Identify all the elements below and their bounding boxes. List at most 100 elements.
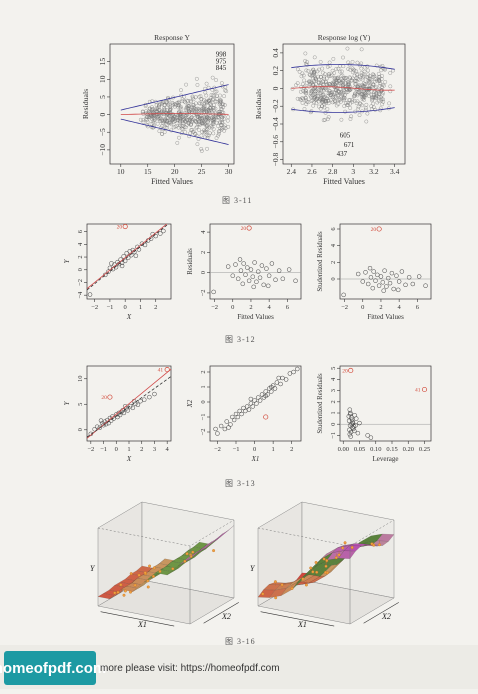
data-point <box>347 407 352 412</box>
data-point <box>326 91 331 96</box>
data-point <box>133 401 138 407</box>
data-point <box>162 103 167 107</box>
data-point <box>304 102 309 106</box>
data-point <box>352 85 357 90</box>
data-point <box>358 102 363 106</box>
data-point <box>163 122 168 126</box>
data-point <box>312 69 317 74</box>
y-tick-label: 0 <box>77 268 84 271</box>
data-point <box>178 119 183 124</box>
data-point <box>321 118 326 123</box>
x-tick-label: 0 <box>253 446 256 453</box>
data-point <box>178 117 183 121</box>
data-point <box>362 95 367 100</box>
data-point <box>133 253 139 259</box>
x-tick-label: 30 <box>225 167 233 176</box>
data-point <box>332 90 337 95</box>
data-point <box>176 117 180 122</box>
x-tick-label: −1 <box>100 446 107 453</box>
y-tick-label: −0.4 <box>271 117 280 131</box>
surface-point <box>158 569 162 573</box>
data-point <box>248 401 254 406</box>
data-point <box>162 106 167 111</box>
y-tick-label: −0.6 <box>271 135 280 149</box>
point-annotation: 437 <box>337 150 348 158</box>
chart-fig312c: −2 0 2 4 6 0 2 4 6 Fitted Values Studentized Resid… <box>317 223 432 321</box>
data-point <box>377 83 382 88</box>
data-point <box>314 101 319 106</box>
data-point <box>341 64 346 69</box>
data-point <box>153 233 158 239</box>
data-point <box>224 419 229 424</box>
data-point <box>184 105 189 110</box>
data-point <box>162 119 167 124</box>
surface-point <box>123 589 127 593</box>
data-point <box>330 90 335 95</box>
y-axis-label: Studentized Residuals <box>317 231 324 292</box>
data-point <box>177 121 182 126</box>
data-point <box>361 72 366 76</box>
data-point <box>190 108 195 113</box>
data-point <box>359 66 364 71</box>
footer-link[interactable]: more please visit: https://homeofpdf.com <box>100 663 280 674</box>
y-tick-label: 3 <box>330 389 337 392</box>
data-point <box>321 88 326 93</box>
data-point <box>307 82 312 86</box>
data-point <box>311 103 316 108</box>
data-point <box>221 102 226 107</box>
envelope-line <box>291 64 395 70</box>
surface-point <box>334 556 338 560</box>
data-point <box>315 89 320 94</box>
data-point <box>173 119 177 123</box>
data-point <box>162 107 166 112</box>
plot-frame <box>209 365 302 442</box>
data-point <box>328 89 332 93</box>
data-point <box>344 101 348 105</box>
surface-point <box>129 572 133 576</box>
figure-caption: 图 3-13 <box>225 479 256 488</box>
data-point <box>181 123 186 128</box>
y-axis-label: Residuals <box>81 89 90 119</box>
surface-point <box>119 583 123 587</box>
data-point <box>205 146 209 151</box>
data-point <box>244 404 250 409</box>
data-point <box>165 112 169 117</box>
data-point <box>374 91 379 96</box>
site-logo[interactable]: homeofpdf.com <box>0 651 106 685</box>
data-point <box>363 105 368 110</box>
plot-area <box>87 368 171 439</box>
data-point <box>353 423 358 428</box>
data-point <box>200 111 204 115</box>
data-point <box>184 119 188 124</box>
data-point <box>352 73 357 78</box>
plot-frame <box>209 223 302 300</box>
data-point <box>328 74 333 78</box>
data-point <box>312 100 317 105</box>
data-point <box>204 107 209 112</box>
data-point <box>391 286 396 292</box>
y-tick-label: 4 <box>77 242 84 246</box>
data-point <box>207 131 212 136</box>
data-point <box>144 116 148 121</box>
surface-point <box>301 577 305 581</box>
data-point <box>309 89 314 93</box>
surface-facet <box>211 530 229 544</box>
data-point <box>341 84 346 89</box>
highlight-point <box>421 386 428 393</box>
axis-arrow <box>100 611 175 627</box>
data-point <box>362 90 367 95</box>
data-point <box>175 141 180 145</box>
surface-point <box>337 553 341 557</box>
z-axis-label: Y <box>90 564 96 573</box>
data-point <box>214 78 218 82</box>
data-point <box>269 389 274 394</box>
data-point <box>156 116 161 121</box>
data-point <box>158 231 163 236</box>
x-tick-label: 2 <box>249 304 252 311</box>
data-point <box>322 102 327 107</box>
data-point <box>370 285 376 291</box>
data-point <box>122 258 128 264</box>
data-point <box>332 100 337 105</box>
highlight-label: 20 <box>342 368 348 374</box>
data-point <box>363 270 368 275</box>
